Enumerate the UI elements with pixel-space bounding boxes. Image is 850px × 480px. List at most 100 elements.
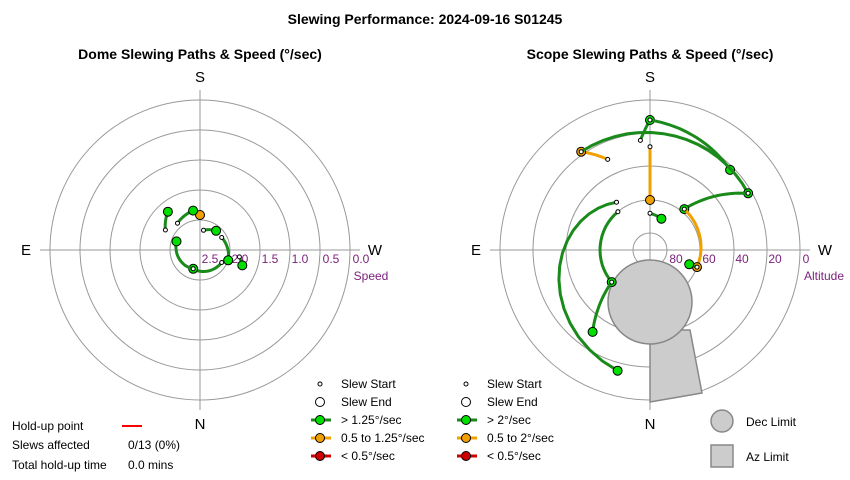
holdup-time-label: Total hold-up time (12, 458, 107, 472)
scope-axis-name: Altitude (804, 269, 844, 283)
scope-slew-marks (557, 115, 754, 376)
scope-slew-start-5 (745, 190, 751, 196)
dome-tick-5: 0.0 (353, 252, 370, 266)
dome-slew-end-4 (171, 236, 182, 247)
dome-slew-end-5 (162, 206, 173, 217)
scope-tick-1: 60 (702, 252, 716, 266)
scope-legend-end: Slew End (487, 395, 538, 409)
dome-tick-2: 1.5 (262, 252, 279, 266)
scope-slew-end-10 (612, 365, 623, 376)
dome-legend-fast-icon (315, 415, 325, 425)
dome-legend-slow: < 0.5°/sec (341, 449, 395, 463)
holdup-slews-value: 0/13 (0%) (128, 438, 180, 452)
dome-slew-end-2 (223, 255, 234, 266)
scope-slew-end-11 (656, 213, 667, 224)
dome-dir-top: S (195, 69, 205, 86)
scope-legend-start-icon (463, 381, 469, 387)
scope-slew-start-8 (615, 209, 621, 215)
dome-legend-medium-icon (315, 433, 325, 443)
scope-slew-start-3 (605, 156, 611, 162)
scope-dir-left: E (471, 242, 481, 259)
dome-tick-0: 2.5 (202, 252, 219, 266)
scope-tick-2: 40 (735, 252, 749, 266)
dome-slew-end-1 (211, 225, 222, 236)
dome-slew-start-1 (201, 227, 206, 233)
scope-legend-fast: > 2°/sec (487, 413, 531, 427)
scope-slew-start-6 (681, 206, 687, 212)
dome-slew-start-3 (219, 260, 225, 265)
scope-slew-path-5 (683, 191, 749, 211)
scope-slew-end-2 (645, 195, 655, 205)
figure-title: Slewing Performance: 2024-09-16 S01245 (288, 11, 563, 27)
holdup-point-label: Hold-up point (12, 419, 84, 433)
az-limit-label: Az Limit (746, 450, 789, 464)
scope-polar-plot: Scope Slewing Paths & Speed (°/sec) S N … (471, 46, 844, 433)
scope-slew-path-9 (591, 281, 613, 333)
scope-legend-medium-icon (461, 433, 471, 443)
dec-limit-label: Dec Limit (746, 415, 797, 429)
dome-legend-medium: 0.5 to 1.25°/sec (341, 431, 425, 445)
scope-slew-start-9 (609, 279, 615, 285)
limits-legend: Dec Limit Az Limit (710, 409, 797, 468)
scope-slew-start-1 (647, 117, 653, 123)
scope-tick-0: 80 (669, 252, 683, 266)
dome-slew-path-4 (174, 241, 194, 271)
dome-slew-end-6 (188, 205, 199, 216)
dome-legend-end-icon (315, 397, 325, 407)
scope-dir-bottom: N (645, 416, 656, 433)
scope-slew-start-2 (647, 144, 653, 150)
dome-slew-start-6 (175, 220, 180, 226)
scope-slew-path-4 (580, 130, 750, 195)
dec-limit-icon (710, 409, 734, 433)
scope-legend-medium: 0.5 to 2°/sec (487, 431, 554, 445)
scope-dec-limit-region (607, 259, 693, 345)
dome-slew-start-7 (236, 254, 242, 260)
scope-legend-slow-icon (461, 451, 471, 461)
scope-slew-end-7 (684, 259, 695, 270)
scope-legend: Slew Start Slew End > 2°/sec 0.5 to 2°/s… (457, 377, 554, 463)
scope-slew-path-10 (557, 200, 619, 372)
dome-polar-plot: Dome Slewing Paths & Speed (°/sec) S N E… (21, 46, 388, 433)
dome-legend-start: Slew Start (341, 377, 396, 391)
dome-legend-slow-icon (315, 451, 325, 461)
dome-slew-end-7 (237, 260, 248, 271)
dome-slew-end-0 (195, 210, 205, 220)
scope-dir-right: W (818, 242, 833, 259)
dome-slew-start-5 (162, 227, 168, 233)
scope-legend-slow: < 0.5°/sec (487, 449, 541, 463)
scope-slew-start-11 (647, 210, 653, 216)
dome-subtitle: Dome Slewing Paths & Speed (°/sec) (78, 46, 322, 62)
dome-axis-name: Speed (354, 269, 389, 283)
scope-legend-fast-icon (461, 415, 471, 425)
dome-tick-3: 1.0 (292, 252, 309, 266)
scope-slew-start-0 (637, 137, 643, 143)
dome-legend-fast: > 1.25°/sec (341, 413, 402, 427)
scope-slew-start-10 (614, 199, 619, 205)
dome-slew-start-2 (219, 235, 225, 240)
scope-dir-top: S (645, 69, 655, 86)
scope-subtitle: Scope Slewing Paths & Speed (°/sec) (527, 46, 774, 62)
scope-slew-path-1 (649, 118, 732, 171)
dome-legend-start-icon (317, 381, 323, 387)
dome-slew-start-4 (190, 266, 196, 272)
holdup-info: Hold-up point Slews affected 0/13 (0%) T… (12, 419, 180, 472)
dome-dir-bottom: N (195, 416, 206, 433)
dome-slew-marks (162, 205, 248, 274)
holdup-slews-label: Slews affected (12, 438, 90, 452)
dome-dir-left: E (21, 242, 31, 259)
holdup-time-value: 0.0 mins (128, 458, 173, 472)
dome-legend-end: Slew End (341, 395, 392, 409)
scope-tick-4: 0 (803, 252, 810, 266)
scope-legend-end-icon (461, 397, 471, 407)
scope-slew-start-7 (694, 264, 700, 270)
az-limit-icon (710, 444, 734, 468)
scope-slew-path-8 (598, 210, 619, 284)
dome-tick-4: 0.5 (323, 252, 340, 266)
scope-tick-3: 20 (768, 252, 782, 266)
scope-slew-end-9 (587, 326, 598, 337)
scope-slew-path-6 (683, 208, 703, 268)
dome-dir-right: W (368, 242, 383, 259)
scope-legend-start: Slew Start (487, 377, 542, 391)
dome-legend: Slew Start Slew End > 1.25°/sec 0.5 to 1… (311, 377, 425, 463)
